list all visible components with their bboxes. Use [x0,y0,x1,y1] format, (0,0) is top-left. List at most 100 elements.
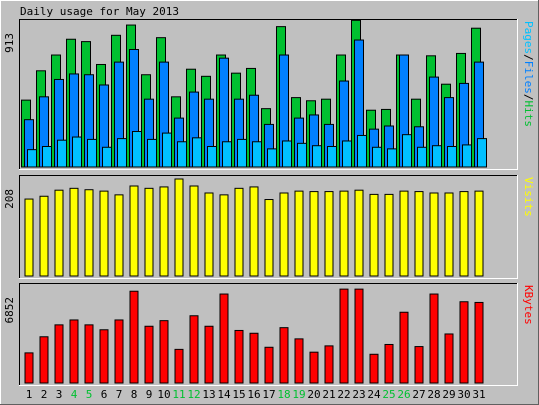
bar-pages-day-5 [87,138,97,168]
bar-pages-day-13 [207,145,217,168]
bar-pages-day-23 [357,134,367,168]
bar-kbytes-day-17 [264,346,274,384]
x-tick-label-day-4: 4 [71,388,78,401]
bar-visits-day-2 [39,195,49,277]
x-tick-label-day-10: 10 [157,388,170,401]
bar-pages-day-19 [297,142,307,168]
bar-pages-day-21 [327,145,337,168]
bar-visits-day-15 [234,187,244,277]
bar-pages-day-29 [447,145,457,168]
panel-visits-max-label: 208 [3,189,16,209]
panel-kbytes-max-label: 6852 [3,297,16,324]
panel-hits-legend: Pages/Files/Hits [522,21,535,127]
x-tick-label-day-18: 18 [277,388,290,401]
x-tick-label-day-11: 11 [172,388,185,401]
x-tick-label-day-24: 24 [367,388,381,401]
bar-kbytes-day-2 [39,336,49,384]
bar-visits-day-24 [369,193,379,277]
bar-pages-day-18 [282,140,292,168]
bar-visits-day-19 [294,190,304,277]
series-files [24,39,484,168]
bar-pages-day-9 [147,138,157,168]
x-tick-label-day-29: 29 [442,388,455,401]
bar-kbytes-day-12 [189,315,199,384]
legend-entry-sep-3: / [522,94,535,101]
x-tick-label-day-1: 1 [26,388,33,401]
bar-pages-day-25 [387,148,397,168]
series-kbytes [24,288,484,384]
bar-pages-day-26 [402,134,412,168]
x-tick-label-day-28: 28 [427,388,440,401]
bar-kbytes-day-1 [24,352,34,384]
panel-hits-max-label: 913 [3,33,16,53]
bar-kbytes-day-22 [339,288,349,384]
x-tick-label-day-17: 17 [262,388,275,401]
bar-kbytes-day-9 [144,325,154,384]
panel-kbytes: 6852 KBytes [3,283,535,386]
x-tick-label-day-31: 31 [472,388,485,401]
bar-kbytes-day-15 [234,329,244,384]
x-tick-label-day-2: 2 [41,388,48,401]
bar-visits-day-8 [129,185,139,277]
x-tick-label-day-7: 7 [116,388,123,401]
x-tick-label-day-5: 5 [86,388,93,401]
bar-pages-day-15 [237,138,247,168]
bar-visits-day-30 [459,191,469,277]
panel-hits: 913 Pages/Files/Hits [3,19,535,170]
bar-kbytes-day-18 [279,327,289,384]
bar-kbytes-day-10 [159,320,169,384]
bar-kbytes-day-13 [204,325,214,384]
bar-kbytes-day-21 [324,345,334,384]
bar-kbytes-day-29 [444,333,454,384]
bar-kbytes-day-25 [384,343,394,384]
legend-entry-pages: Pages [522,21,535,54]
bar-kbytes-day-16 [249,332,259,384]
bar-pages-day-6 [102,146,112,168]
bar-pages-day-30 [462,144,472,168]
bar-visits-day-27 [414,191,424,277]
x-axis-day-labels: 1 2 3 4 5 6 7 8 9 10 11 12 13 14 15 16 17 18 19 20 21 22 23 24 2… [26,388,486,401]
bar-kbytes-day-7 [114,319,124,384]
x-tick-label-day-14: 14 [217,388,231,401]
bar-pages-day-17 [267,148,277,168]
bar-kbytes-day-26 [399,311,409,384]
bar-visits-day-28 [429,192,439,277]
bar-visits-day-18 [279,192,289,277]
bar-pages-day-3 [57,139,67,168]
x-tick-label-day-6: 6 [101,388,108,401]
bar-kbytes-day-4 [69,319,79,384]
bar-kbytes-day-3 [54,324,64,384]
bar-kbytes-day-5 [84,324,94,384]
bar-pages-day-11 [177,141,187,168]
bar-pages-day-27 [417,146,427,168]
bar-kbytes-day-20 [309,351,319,384]
bar-pages-day-7 [117,138,127,168]
bar-visits-day-16 [249,186,259,277]
bar-visits-day-31 [474,190,484,277]
bar-kbytes-day-28 [429,293,439,384]
bar-visits-day-3 [54,189,64,277]
legend-entry-visits: Visits [522,177,535,217]
bar-kbytes-day-19 [294,338,304,384]
bar-pages-day-24 [372,146,382,168]
bar-visits-day-22 [339,190,349,277]
bar-visits-day-29 [444,192,454,277]
bar-visits-day-26 [399,190,409,277]
legend-entry-hits: Hits [522,101,535,128]
bar-kbytes-day-8 [129,290,139,384]
bar-visits-day-17 [264,199,274,277]
x-tick-label-day-12: 12 [187,388,200,401]
chart-title: Daily usage for May 2013 [20,5,179,18]
bar-visits-day-1 [24,198,34,277]
bar-pages-day-10 [162,132,172,168]
x-tick-label-day-15: 15 [232,388,245,401]
bar-pages-day-22 [342,140,352,168]
bar-pages-day-14 [222,141,232,168]
x-tick-label-day-26: 26 [397,388,410,401]
bar-pages-day-4 [72,136,82,168]
x-tick-label-day-23: 23 [352,388,365,401]
bar-kbytes-day-30 [459,301,469,384]
x-tick-label-day-9: 9 [146,388,153,401]
bar-pages-day-12 [192,137,202,168]
